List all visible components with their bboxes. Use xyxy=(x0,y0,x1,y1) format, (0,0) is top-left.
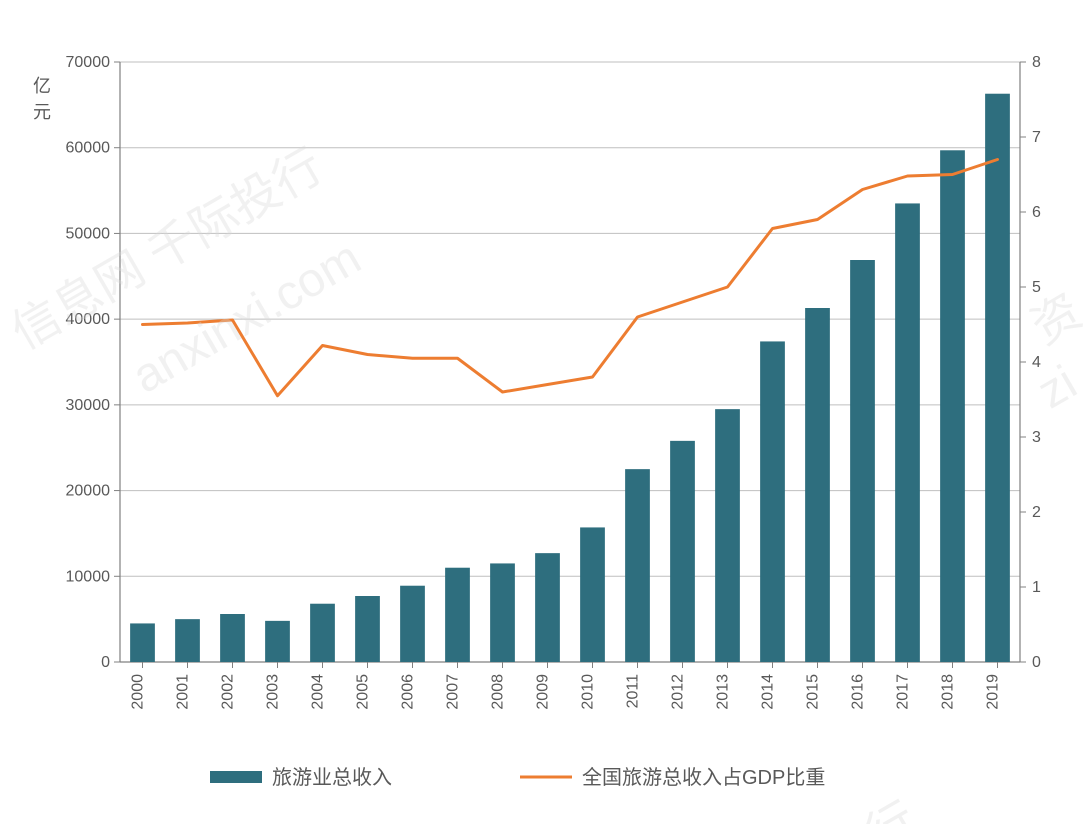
x-tick-label: 2008 xyxy=(490,674,507,710)
y1-tick-label: 40000 xyxy=(66,311,111,328)
combo-chart: 0 10000 20000 30000 40000 50000 60000 70000 亿元 0 1… xyxy=(0,0,1086,824)
y1-tick-label: 30000 xyxy=(66,397,111,414)
y1-tick-label: 0 xyxy=(101,654,110,671)
x-tick-label: 2018 xyxy=(940,674,957,710)
y1-tick-label: 50000 xyxy=(66,225,111,242)
x-tick-label: 2014 xyxy=(760,674,777,710)
y2-tick-label: 7 xyxy=(1032,129,1041,146)
bar xyxy=(670,441,695,662)
x-tick-label: 2000 xyxy=(130,674,147,710)
x-tick-label: 2005 xyxy=(355,674,372,710)
bar xyxy=(715,409,740,662)
y2-tick-label: 2 xyxy=(1032,504,1041,521)
x-tick-label: 2001 xyxy=(175,674,192,710)
x-tick-label: 2017 xyxy=(895,674,912,710)
bar xyxy=(130,623,155,662)
x-tick-label: 2011 xyxy=(625,674,642,709)
y2-tick-label: 4 xyxy=(1032,354,1041,371)
bar xyxy=(265,621,290,662)
y2-tick-label: 6 xyxy=(1032,204,1041,221)
y2-tick-label: 0 xyxy=(1032,654,1041,671)
y1-axis-title: 元 xyxy=(33,102,51,122)
y1-tick-label: 70000 xyxy=(66,54,111,71)
y1-tick-label: 20000 xyxy=(66,483,111,500)
bar xyxy=(580,527,605,662)
x-tick-label: 2019 xyxy=(985,674,1002,710)
y2-tick-label: 1 xyxy=(1032,579,1041,596)
y2-tick-label: 3 xyxy=(1032,429,1041,446)
bar xyxy=(445,568,470,662)
x-tick-label: 2010 xyxy=(580,674,597,710)
bar xyxy=(220,614,245,662)
y1-axis-title: 亿 xyxy=(33,76,51,96)
x-tick-label: 2002 xyxy=(220,674,237,710)
bar xyxy=(850,260,875,662)
legend-label: 旅游业总收入 xyxy=(272,766,392,789)
legend-swatch-bar xyxy=(210,771,262,783)
bar xyxy=(985,94,1010,662)
y1-tick-label: 10000 xyxy=(66,568,111,585)
x-tick-label: 2013 xyxy=(715,674,732,710)
chart-card: 0 10000 20000 30000 40000 50000 60000 70000 亿元 0 1… xyxy=(0,0,1086,824)
bar xyxy=(490,563,515,662)
bar xyxy=(400,586,425,662)
x-tick-label: 2009 xyxy=(535,674,552,710)
x-tick-label: 2007 xyxy=(445,674,462,710)
bar xyxy=(175,619,200,662)
x-tick-label: 2006 xyxy=(400,674,417,710)
bar xyxy=(355,596,380,662)
y2-tick-label: 8 xyxy=(1032,54,1041,71)
y2-tick-label: 5 xyxy=(1032,279,1041,296)
bar xyxy=(940,150,965,662)
x-tick-label: 2004 xyxy=(310,674,327,710)
x-tick-label: 2003 xyxy=(265,674,282,710)
x-tick-label: 2016 xyxy=(850,674,867,710)
bar xyxy=(535,553,560,662)
x-tick-label: 2012 xyxy=(670,674,687,710)
bar xyxy=(760,341,785,662)
y1-tick-label: 60000 xyxy=(66,140,111,157)
bar xyxy=(895,203,920,662)
bar xyxy=(805,308,830,662)
bar xyxy=(310,604,335,662)
legend-label: 全国旅游总收入占GDP比重 xyxy=(582,766,825,789)
bar xyxy=(625,469,650,662)
x-tick-label: 2015 xyxy=(805,674,822,710)
